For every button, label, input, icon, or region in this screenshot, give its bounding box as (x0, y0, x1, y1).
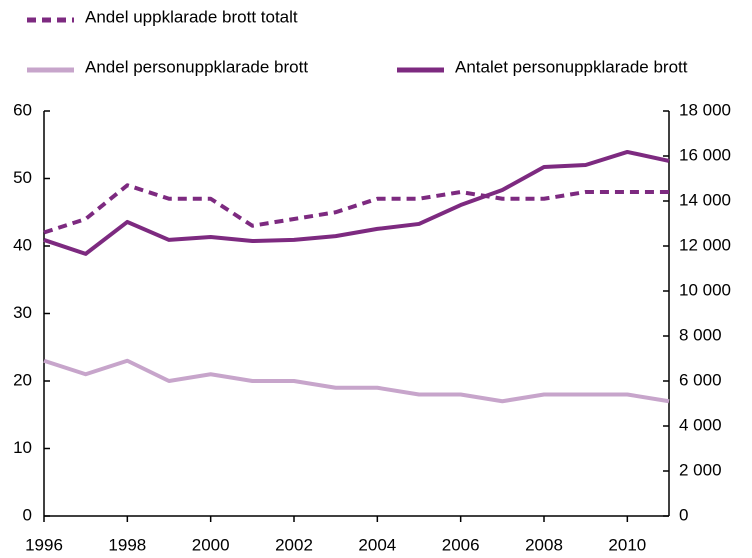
x-tick-label: 2008 (525, 535, 563, 554)
line-series (43, 358, 670, 404)
x-tick-label: 1996 (25, 535, 63, 554)
y2-tick-label: 2 000 (679, 460, 722, 479)
y2-tick-label: 8 000 (679, 325, 722, 344)
y2-tick-label: 16 000 (679, 145, 731, 164)
line-series (43, 149, 670, 256)
x-tick-label: 2006 (442, 535, 480, 554)
x-tick-label: 1998 (108, 535, 146, 554)
y2-tick-label: 12 000 (679, 235, 731, 254)
y-tick-label: 0 (23, 505, 32, 524)
line-series (43, 183, 669, 235)
x-tick-label: 2010 (608, 535, 646, 554)
y2-tick-label: 10 000 (679, 280, 731, 299)
legend-label: Andel uppklarade brott totalt (85, 7, 298, 26)
x-tick-label: 2004 (358, 535, 396, 554)
y-tick-label: 30 (13, 303, 32, 322)
y2-tick-label: 14 000 (679, 190, 731, 209)
y-tick-label: 60 (13, 100, 32, 119)
y2-tick-label: 18 000 (679, 100, 731, 119)
y2-tick-label: 6 000 (679, 370, 722, 389)
x-tick-label: 2000 (192, 535, 230, 554)
y2-tick-label: 0 (679, 505, 688, 524)
y-tick-label: 40 (13, 235, 32, 254)
x-tick-label: 2002 (275, 535, 313, 554)
y-tick-label: 10 (13, 438, 32, 457)
legend-label: Antalet personuppklarade brott (455, 57, 688, 76)
y-tick-label: 50 (13, 168, 32, 187)
y-tick-label: 20 (13, 370, 32, 389)
y2-tick-label: 4 000 (679, 415, 722, 434)
legend-label: Andel personuppklarade brott (85, 57, 308, 76)
